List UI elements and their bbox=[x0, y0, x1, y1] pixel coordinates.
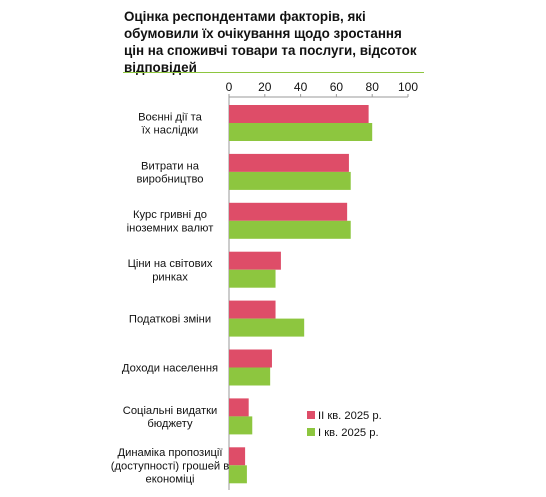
bar-q1-2025 bbox=[229, 318, 305, 337]
bar-q2-2025 bbox=[229, 398, 249, 417]
bar-q2-2025 bbox=[229, 300, 276, 319]
category-label: Податкові зміни bbox=[129, 314, 211, 326]
category-label: Курс гривні до іноземних валют bbox=[127, 209, 214, 234]
x-tick-label: 100 bbox=[398, 80, 418, 94]
bar-q2-2025 bbox=[229, 153, 349, 172]
bar-q1-2025 bbox=[229, 367, 271, 386]
legend-label: ІІ кв. 2025 р. bbox=[318, 410, 382, 422]
x-tick-label: 80 bbox=[366, 80, 380, 94]
bar-q2-2025 bbox=[229, 447, 246, 466]
x-tick-label: 0 bbox=[226, 80, 233, 94]
bar-q1-2025 bbox=[229, 269, 276, 288]
bar-q1-2025 bbox=[229, 123, 373, 141]
bar-q2-2025 bbox=[229, 251, 281, 270]
legend-swatch bbox=[307, 411, 315, 419]
x-tick-label: 40 bbox=[294, 80, 308, 94]
bar-q2-2025 bbox=[229, 349, 272, 368]
category-label: Доходи населення bbox=[122, 363, 218, 375]
category-label: Соціальні видатки бюджету bbox=[123, 405, 218, 430]
bar-q1-2025 bbox=[229, 220, 351, 239]
legend-label: І кв. 2025 р. bbox=[318, 427, 379, 439]
bar-q1-2025 bbox=[229, 465, 247, 484]
chart-title: Оцінка респондентами факторів, які обумо… bbox=[124, 9, 417, 75]
category-label: Воєнні дії та їх наслідки bbox=[138, 111, 203, 136]
category-label: Ціни на світових ринках bbox=[128, 258, 213, 283]
x-tick-label: 60 bbox=[330, 80, 344, 94]
category-label: Динаміка пропозиції (доступності) грошей … bbox=[111, 447, 229, 485]
title-underline bbox=[123, 72, 424, 73]
bar-q2-2025 bbox=[229, 202, 348, 221]
bar-q1-2025 bbox=[229, 171, 351, 190]
category-label: Витрати на виробництво bbox=[136, 160, 203, 185]
x-tick-label: 20 bbox=[258, 80, 272, 94]
bar-q1-2025 bbox=[229, 416, 253, 435]
legend-swatch bbox=[307, 428, 315, 436]
bar-q2-2025 bbox=[229, 105, 369, 123]
